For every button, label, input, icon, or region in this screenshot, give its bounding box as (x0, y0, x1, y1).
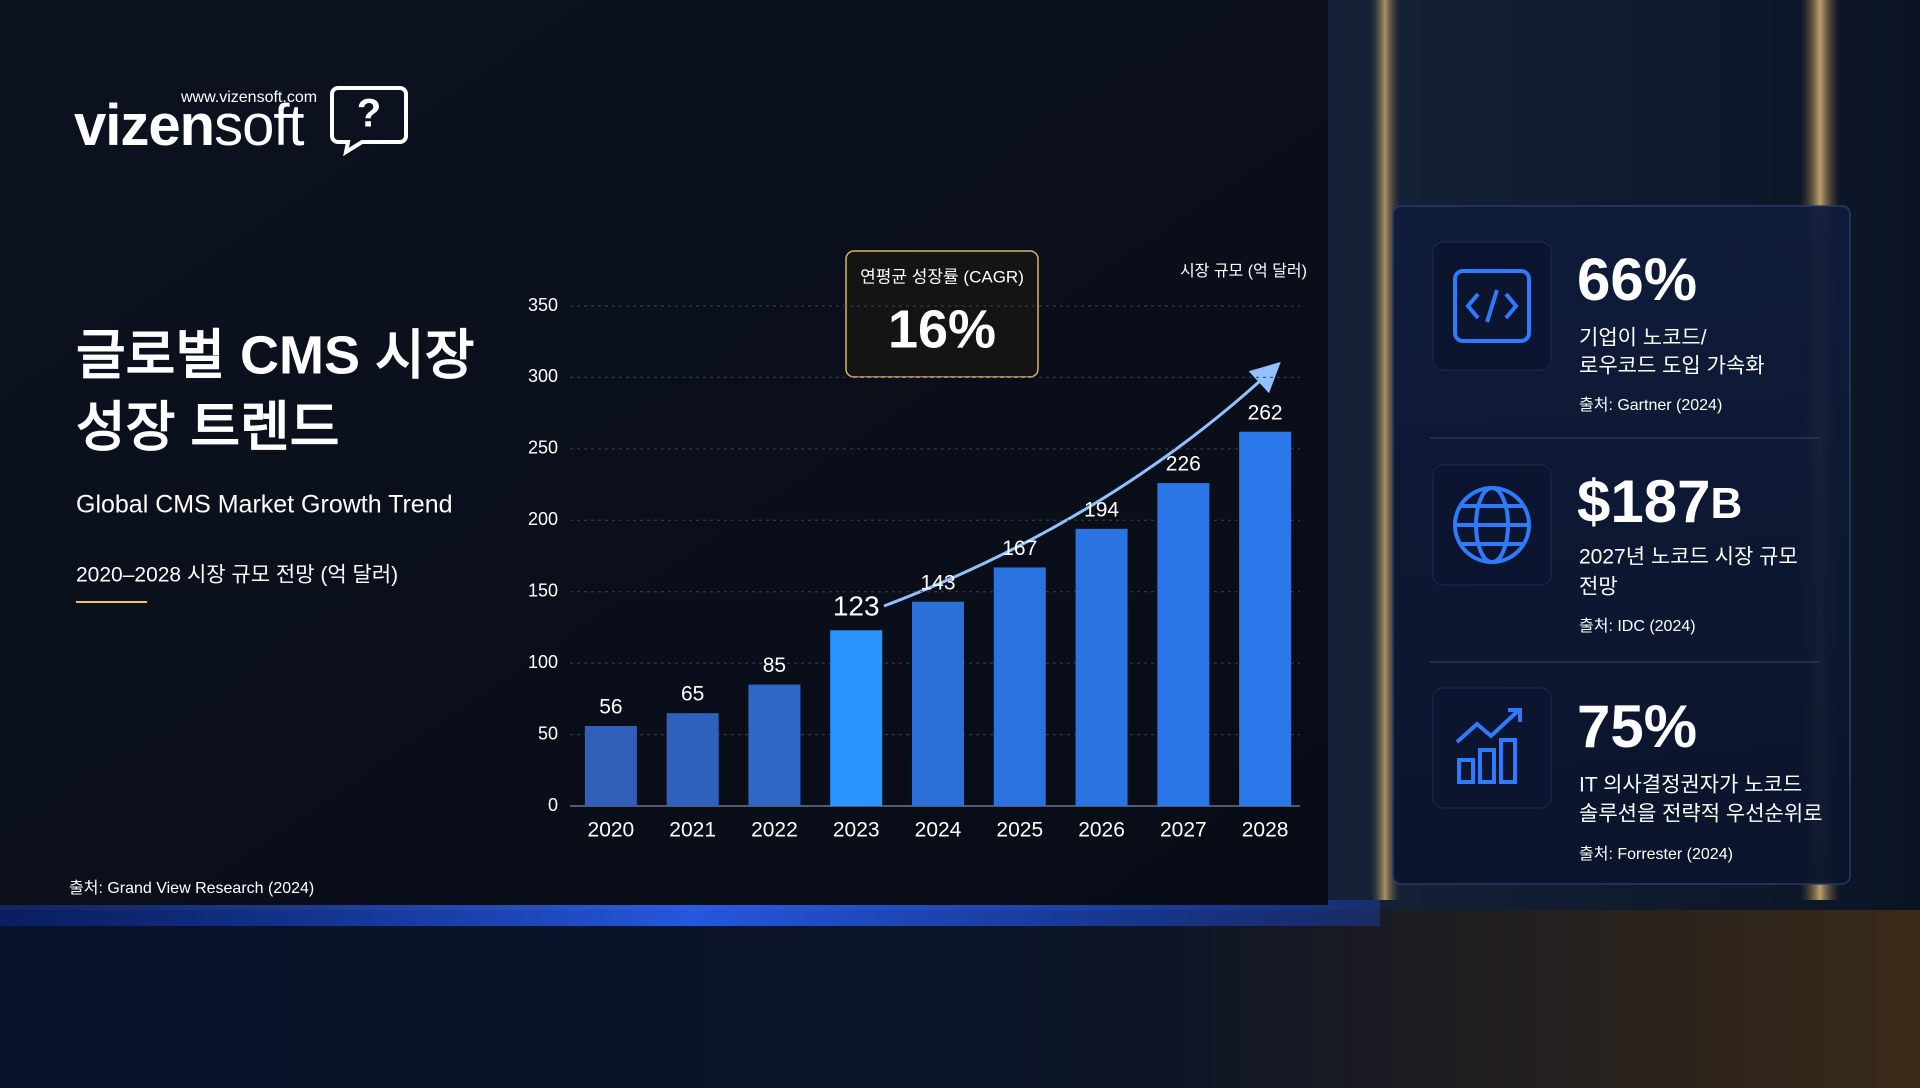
bar (1075, 528, 1128, 806)
stat-unit: B (1710, 479, 1742, 528)
stat-desc: 기업이 노코드/ (1579, 327, 1707, 350)
x-tick-label: 2025 (996, 819, 1043, 842)
value-label: 194 (1084, 498, 1119, 521)
x-tick-label: 2020 (588, 819, 635, 842)
source: 출처: Grand View Research (2024) (69, 879, 314, 897)
stat-number: 66% (1577, 246, 1697, 313)
bar (748, 684, 801, 806)
bar (666, 713, 719, 806)
y-tick-label: 100 (528, 652, 558, 672)
bar (830, 630, 883, 806)
x-tick-label: 2027 (1160, 819, 1207, 842)
value-label: 143 (920, 571, 955, 594)
title: 글로벌 CMS 시장 (76, 325, 474, 385)
x-tick-label: 2022 (751, 819, 798, 842)
caption: 2020–2028 시장 규모 전망 (억 달러) (76, 564, 398, 587)
cagr-label: 연평균 성장률 (CAGR) (860, 267, 1024, 286)
stat-desc: IT 의사결정권자가 노코드 (1579, 774, 1802, 797)
cagr-value: 16% (888, 299, 996, 359)
value-label: 262 (1248, 401, 1283, 424)
value-label: 65 (681, 683, 704, 706)
stat-value: 66% (1577, 246, 1697, 313)
y-tick-label: 250 (528, 438, 558, 458)
bar (1157, 483, 1210, 806)
stat-source: 출처: Forrester (2024) (1579, 845, 1733, 863)
stat-number: 75% (1577, 693, 1697, 760)
y-tick-label: 0 (548, 795, 558, 815)
stat-value: $187B (1577, 468, 1742, 535)
bar (1239, 431, 1292, 806)
value-label: 123 (833, 591, 880, 622)
logo-bubble (330, 86, 408, 157)
y-tick-label: 300 (528, 366, 558, 386)
stat-source: 출처: Gartner (2024) (1579, 396, 1722, 414)
growth-arrow (883, 361, 1281, 608)
value-label: 226 (1166, 453, 1201, 476)
bar (584, 726, 637, 806)
stat-desc: 솔루션을 전략적 우선순위로 (1579, 803, 1823, 826)
stat-desc: 전망 (1579, 576, 1618, 599)
stat-desc: 로우코드 도입 가속화 (1579, 355, 1765, 378)
subtitle: Global CMS Market Growth Trend (76, 491, 453, 519)
logo-brand-b: soft (214, 93, 304, 158)
logo-icon: ? (357, 92, 381, 136)
y-tick-label: 150 (528, 580, 558, 600)
x-tick-label: 2023 (833, 819, 880, 842)
chart: 시장 규모 (억 달러) 연평균 성장률 (CAGR) 16% 0 50 100 15… (528, 250, 1307, 842)
value-label: 85 (763, 654, 786, 677)
value-label: 167 (1002, 537, 1037, 560)
globe-icon (1453, 486, 1531, 564)
logo-brand-a: vizen (74, 93, 214, 158)
y-tick-label: 50 (538, 723, 558, 743)
x-tick-label: 2026 (1078, 819, 1125, 842)
code-icon (1453, 269, 1531, 343)
bar (993, 567, 1046, 806)
logo-url: www.vizensoft.com (180, 89, 317, 106)
stat-source: 출처: IDC (2024) (1579, 617, 1696, 635)
growth-icon (1455, 708, 1522, 784)
x-tick-label: 2021 (669, 819, 716, 842)
stat-number: $187 (1577, 468, 1710, 535)
floor (0, 910, 1920, 1088)
logo-text: vizensoft (74, 93, 304, 158)
stat-value: 75% (1577, 693, 1697, 760)
y-tick-label: 350 (528, 295, 558, 315)
y-axis-title: 시장 규모 (억 달러) (1180, 262, 1307, 280)
y-tick-label: 200 (528, 509, 558, 529)
x-tick-label: 2028 (1242, 819, 1289, 842)
stat-desc: 2027년 노코드 시장 규모 (1579, 546, 1798, 569)
x-tick-label: 2024 (915, 819, 962, 842)
bar (912, 601, 964, 806)
value-label: 56 (599, 696, 622, 719)
title: 성장 트렌드 (76, 397, 339, 457)
